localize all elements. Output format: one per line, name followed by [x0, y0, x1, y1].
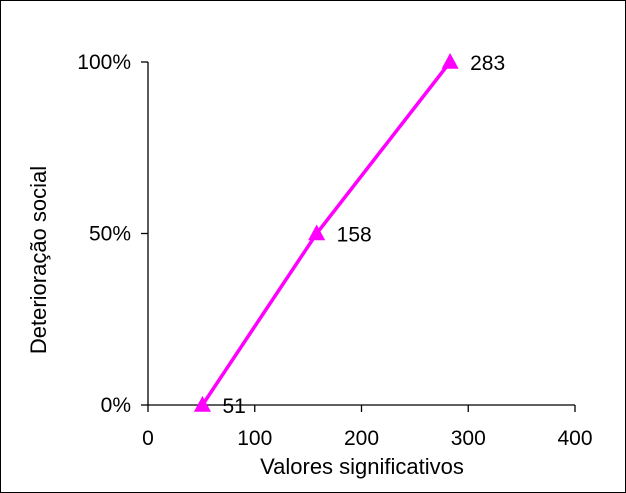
- series: 51 158 283: [193, 52, 505, 418]
- data-label: 51: [222, 395, 245, 418]
- data-label: 283: [470, 52, 505, 75]
- x-tick-label: 200: [344, 427, 379, 450]
- data-point-marker: [193, 396, 211, 412]
- data-point-marker: [441, 53, 459, 69]
- ticks: 0 100 200 300 400 0% 50% 100%: [77, 51, 592, 450]
- x-tick-label: 300: [451, 427, 486, 450]
- y-tick-label: 50%: [89, 223, 131, 246]
- x-tick-label: 400: [557, 427, 592, 450]
- y-tick-label: 0%: [101, 394, 131, 417]
- data-label: 158: [337, 224, 372, 247]
- series-line: [200, 60, 452, 406]
- data-point-marker: [308, 224, 326, 241]
- x-tick-label: 100: [237, 427, 272, 450]
- y-tick-label: 100%: [77, 51, 131, 74]
- x-tick-label: 0: [142, 427, 154, 450]
- y-axis-title: Deterioração social: [26, 166, 51, 354]
- x-axis-title: Valores significativos: [260, 454, 464, 479]
